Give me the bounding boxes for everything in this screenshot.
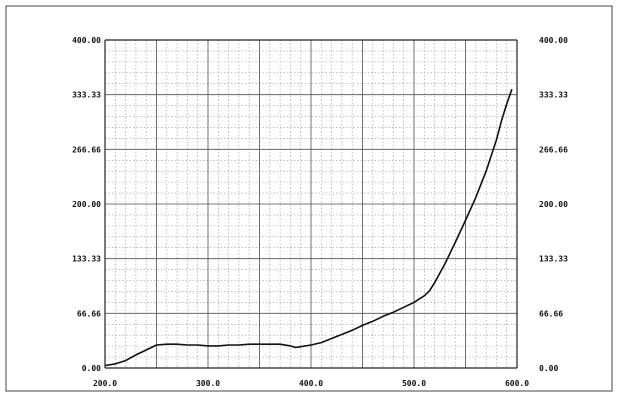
x-tick-label: 200.0 xyxy=(93,379,117,388)
series-layer xyxy=(104,88,513,367)
y-tick-label-right: 200.00 xyxy=(539,200,568,209)
x-tick-label: 600.0 xyxy=(505,379,529,388)
tick-labels: 200.0 300.0 400.0 500.0 600.0 0.00 66.66 133.33… xyxy=(72,36,568,388)
chart-border xyxy=(5,5,613,392)
y-tick-label-right: 400.00 xyxy=(539,36,568,45)
x-tick-label: 300.0 xyxy=(196,379,220,388)
y-tick-label-left: 266.66 xyxy=(72,145,101,154)
y-tick-label-right: 266.66 xyxy=(539,145,568,154)
y-tick-label-right: 66.66 xyxy=(539,309,563,318)
y-tick-label-right: 333.33 xyxy=(539,91,568,100)
y-tick-label-left: 66.66 xyxy=(77,309,101,318)
plot-axes xyxy=(104,39,518,369)
x-tick-label: 500.0 xyxy=(402,379,426,388)
y-tick-label-left: 0.00 xyxy=(82,364,101,373)
y-tick-label-left: 333.33 xyxy=(72,91,101,100)
x-tick-label: 400.0 xyxy=(299,379,323,388)
y-tick-label-right: 0.00 xyxy=(539,364,558,373)
y-tick-label-left: 133.33 xyxy=(72,255,101,264)
y-tick-label-left: 200.00 xyxy=(72,200,101,209)
y-tick-label-right: 133.33 xyxy=(539,255,568,264)
y-tick-label-left: 400.00 xyxy=(72,36,101,45)
series-line xyxy=(104,88,513,367)
